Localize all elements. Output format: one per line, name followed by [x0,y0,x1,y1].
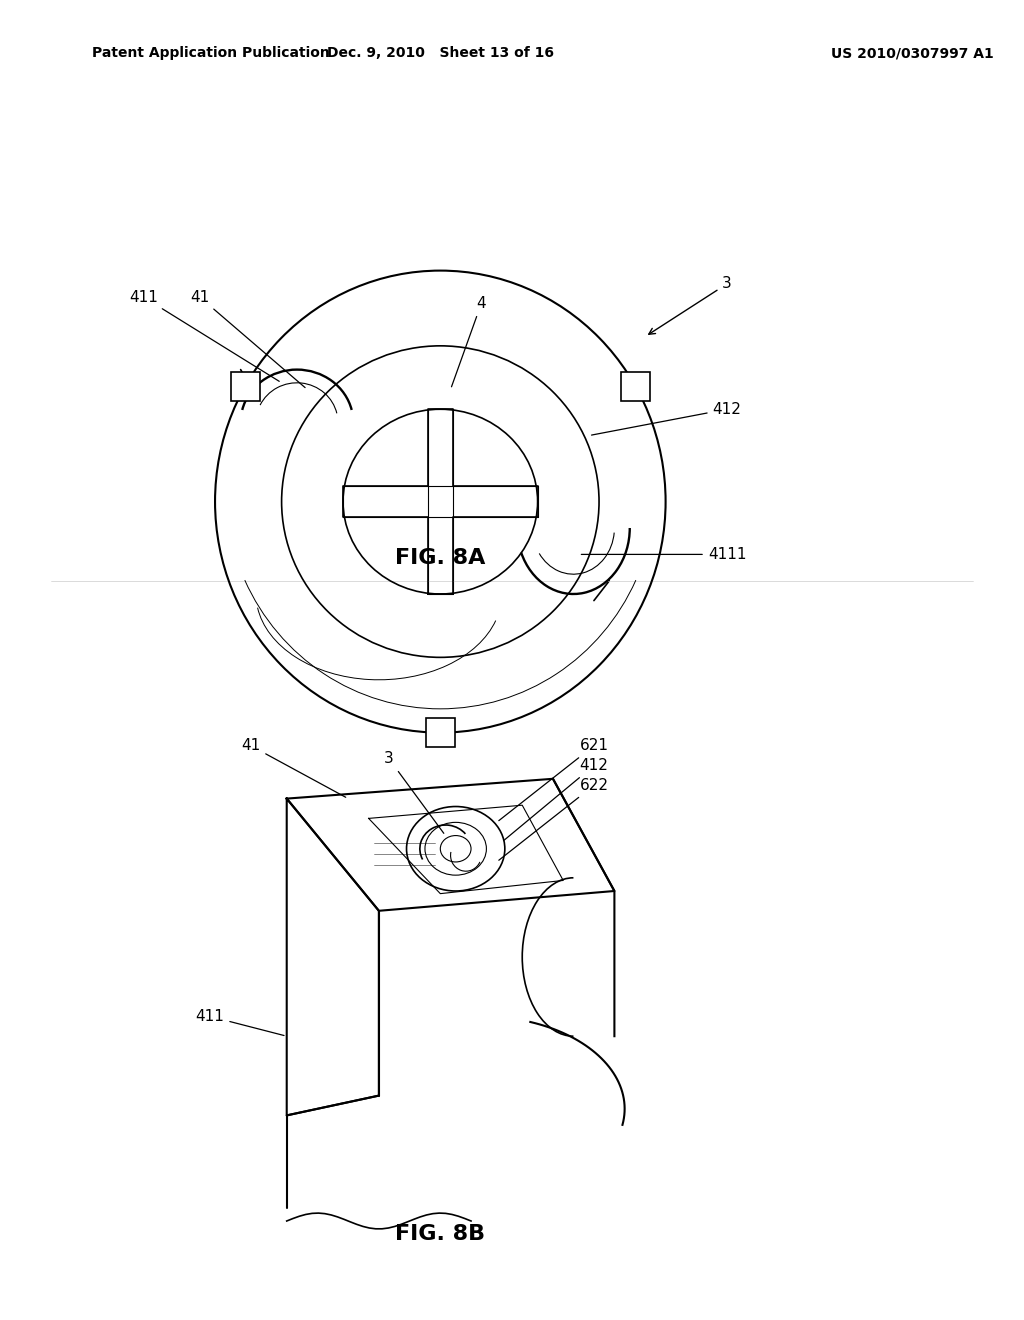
Text: 411: 411 [196,1008,284,1035]
Text: 412: 412 [504,758,608,841]
FancyBboxPatch shape [426,718,455,747]
Text: Patent Application Publication: Patent Application Publication [92,46,330,61]
FancyBboxPatch shape [622,372,650,401]
Text: 3: 3 [649,276,732,334]
Text: 3: 3 [384,751,443,833]
Text: 4: 4 [452,296,486,387]
Text: 622: 622 [499,777,608,861]
Text: FIG. 8B: FIG. 8B [395,1224,485,1245]
Text: 41: 41 [242,738,346,797]
Text: US 2010/0307997 A1: US 2010/0307997 A1 [830,46,993,61]
Text: 412: 412 [592,401,741,436]
Text: 41: 41 [190,289,305,388]
Text: Dec. 9, 2010   Sheet 13 of 16: Dec. 9, 2010 Sheet 13 of 16 [327,46,554,61]
Text: FIG. 8A: FIG. 8A [395,548,485,568]
Text: 4111: 4111 [582,546,746,562]
Text: 621: 621 [499,738,608,821]
Text: 411: 411 [129,289,280,381]
FancyBboxPatch shape [230,372,259,401]
